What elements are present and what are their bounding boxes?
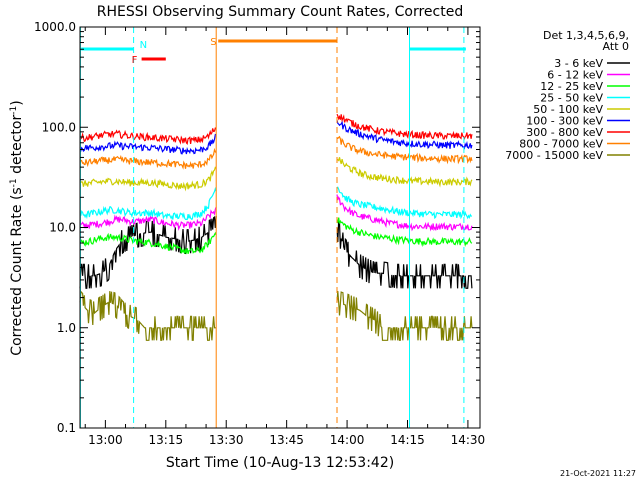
y-axis-label-sup1: -1: [9, 178, 19, 187]
series-line-25-50-kev-post: [336, 186, 472, 220]
x-tick-label: 14:15: [390, 433, 425, 447]
series-line-7000-15000-kev-post: [336, 290, 473, 341]
x-tick-label: 13:00: [88, 433, 123, 447]
legend-label: 800 - 7000 keV: [519, 138, 603, 151]
legend-label: 300 - 800 keV: [526, 126, 603, 139]
legend-title-line2: Att 0: [603, 40, 629, 53]
x-tick-label: 14:00: [330, 433, 365, 447]
series-line-12-25-kev-pre: [79, 231, 217, 255]
legend-label: 7000 - 15000 keV: [505, 149, 603, 162]
legend-label: 100 - 300 keV: [526, 115, 603, 128]
series-line-3-6-kev-post: [336, 219, 473, 289]
series-line-300-800-kev-pre: [79, 127, 217, 146]
series-line-800-7000-kev-post: [336, 135, 473, 165]
series-line-100-300-kev-post: [336, 120, 473, 150]
series-line-6-12-kev-pre: [79, 206, 217, 231]
y-tick-label: 1.0: [57, 321, 76, 335]
legend-title-line1: Det 1,3,4,5,6,9,: [543, 29, 629, 42]
series-line-800-7000-kev-pre: [79, 147, 217, 170]
flag-label-s: S: [210, 37, 216, 48]
series-line-12-25-kev-post: [336, 217, 473, 248]
y-axis-label: Corrected Count Rate (s-1 detector-1): [9, 100, 25, 355]
x-tick-label: 13:15: [149, 433, 184, 447]
legend-label: 25 - 50 keV: [540, 92, 603, 105]
y-tick-label: 10.0: [49, 221, 76, 235]
flag-label-n: N: [140, 40, 147, 51]
series-line-25-50-kev-pre: [79, 186, 217, 221]
y-axis-label-mid: detector: [9, 115, 25, 179]
chart-title: RHESSI Observing Summary Count Rates, Co…: [97, 4, 463, 20]
series-line-100-300-kev-pre: [79, 133, 217, 155]
flag-layer: NF S: [81, 37, 466, 66]
legend-label: 6 - 12 keV: [547, 69, 603, 82]
x-tick-label: 13:45: [269, 433, 304, 447]
legend-label: 12 - 25 keV: [540, 80, 603, 93]
series-line-6-12-kev-post: [336, 194, 473, 232]
series-line-50-100-kev-pre: [79, 166, 217, 192]
x-tick-label: 14:30: [451, 433, 486, 447]
y-tick-label: 100.0: [42, 120, 76, 134]
series-layer: [79, 113, 473, 341]
axis-layer: 0.1 1.0 10.0 100.0 1000.0 13:00 13:15 13:30 13:4…: [34, 20, 485, 447]
y-axis-label-end: ): [9, 100, 25, 105]
y-tick-label: 0.1: [57, 421, 76, 435]
legend-label: 3 - 6 keV: [554, 57, 603, 70]
legend-label: 50 - 100 keV: [533, 103, 603, 116]
y-tick-label: 1000.0: [34, 20, 76, 34]
x-tick-label: 13:30: [209, 433, 244, 447]
series-line-7000-15000-kev-pre: [79, 290, 217, 341]
series-line-300-800-kev-post: [336, 113, 473, 141]
y-axis-label-sup2: -1: [9, 106, 19, 115]
footer-timestamp: 21-Oct-2021 11:27: [560, 469, 636, 478]
y-axis-label-main: Corrected Count Rate (s: [9, 187, 25, 355]
x-axis-label: Start Time (10-Aug-13 12:53:42): [166, 455, 394, 471]
flag-label-f: F: [132, 55, 138, 66]
series-line-50-100-kev-post: [336, 157, 473, 188]
